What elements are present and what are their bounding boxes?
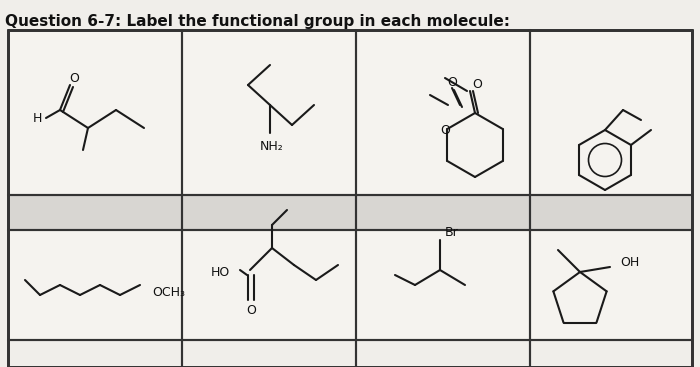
Text: NH₂: NH₂ [260, 141, 284, 153]
Bar [182, 30, 356, 195]
Text: O: O [447, 76, 457, 88]
Bar [356, 230, 530, 340]
Bar [8, 30, 182, 195]
Bar [530, 230, 692, 340]
Text: Question 6-7: Label the functional group in each molecule:: Question 6-7: Label the functional group… [5, 14, 510, 29]
Text: Br: Br [445, 225, 458, 239]
Bar [8, 230, 182, 340]
Bar [182, 230, 356, 340]
Bar [530, 30, 692, 195]
Text: OH: OH [620, 255, 639, 269]
Text: O: O [69, 72, 79, 84]
Text: OCH₃: OCH₃ [152, 287, 185, 299]
Text: O: O [246, 304, 256, 316]
Text: HO: HO [211, 266, 230, 280]
Text: H: H [33, 112, 42, 124]
Bar [8, 195, 692, 230]
Text: O: O [440, 124, 450, 138]
Bar [356, 30, 530, 195]
Text: O: O [472, 79, 482, 91]
